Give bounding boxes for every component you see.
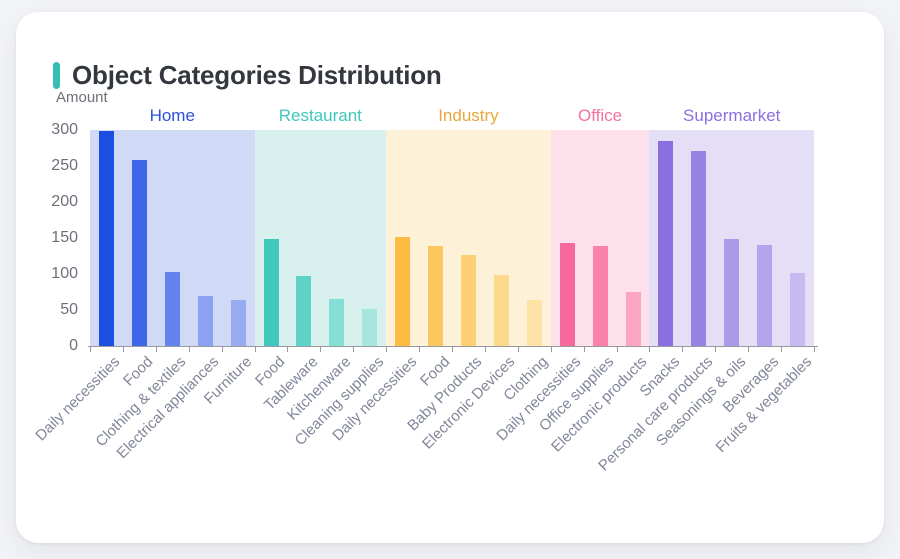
bar-food[interactable] [428, 245, 444, 346]
bar-beverages[interactable] [757, 245, 773, 346]
bar-clothing[interactable] [526, 299, 542, 346]
bar-office-supplies[interactable] [592, 245, 608, 346]
bar-seasonings-oils[interactable] [724, 239, 740, 346]
bar-electronic-products[interactable] [625, 292, 641, 346]
bar-food[interactable] [131, 160, 147, 346]
bar-daily-necessities[interactable] [98, 131, 114, 346]
bar-kitchenware[interactable] [329, 299, 345, 346]
bar-baby-products[interactable] [460, 255, 476, 346]
bar-furniture[interactable] [230, 299, 246, 346]
bar-food[interactable] [263, 239, 279, 346]
bar-daily-necessities[interactable] [395, 237, 411, 346]
bar-electrical-appliances[interactable] [197, 296, 213, 346]
bar-clothing-textiles[interactable] [164, 271, 180, 346]
chart-title: Object Categories Distribution [72, 60, 442, 90]
bar-fruits-vegetables[interactable] [790, 273, 806, 346]
title-accent-bar [53, 62, 60, 89]
bar-cleaning-supplies[interactable] [362, 309, 378, 346]
card-title-row: Object Categories Distribution [53, 60, 442, 91]
bar-snacks[interactable] [658, 140, 674, 346]
bar-electronic-devices[interactable] [493, 274, 509, 346]
bar-personal-care-products[interactable] [691, 150, 707, 346]
bar-tableware[interactable] [296, 276, 312, 346]
bar-daily-necessities[interactable] [559, 243, 575, 346]
